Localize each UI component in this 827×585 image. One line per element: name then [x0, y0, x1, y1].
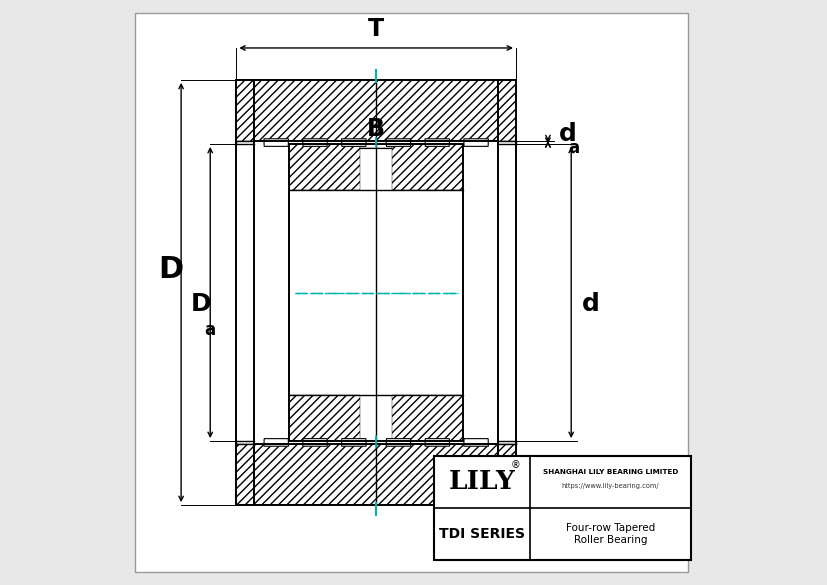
Bar: [289, 395, 360, 441]
Polygon shape: [385, 439, 410, 446]
Text: D: D: [158, 254, 183, 284]
Text: B: B: [366, 118, 385, 142]
Polygon shape: [264, 139, 288, 146]
Text: d: d: [557, 122, 576, 146]
Bar: [237, 80, 254, 141]
Text: Four-row Tapered
Roller Bearing: Four-row Tapered Roller Bearing: [565, 524, 654, 545]
Polygon shape: [303, 139, 327, 146]
Bar: [289, 144, 360, 190]
Polygon shape: [424, 139, 449, 146]
Bar: [254, 141, 498, 144]
Text: TDI SERIES: TDI SERIES: [439, 527, 525, 541]
Bar: [391, 144, 463, 190]
Text: LILY: LILY: [448, 469, 515, 494]
Polygon shape: [424, 439, 449, 446]
Text: a: a: [203, 321, 215, 339]
Polygon shape: [303, 439, 327, 446]
Text: d: d: [581, 292, 599, 316]
Bar: [254, 441, 498, 444]
Bar: [254, 80, 498, 141]
Text: T: T: [368, 17, 384, 41]
Bar: [498, 80, 515, 141]
Text: D: D: [190, 292, 211, 316]
Text: ®: ®: [509, 460, 519, 470]
Text: SHANGHAI LILY BEARING LIMITED: SHANGHAI LILY BEARING LIMITED: [543, 469, 677, 476]
Text: a: a: [567, 139, 579, 157]
Bar: [498, 444, 515, 505]
Bar: [254, 444, 498, 505]
Bar: [391, 395, 463, 441]
Polygon shape: [463, 139, 488, 146]
Text: https://www.lily-bearing.com/: https://www.lily-bearing.com/: [561, 483, 658, 490]
Bar: [237, 80, 515, 505]
Polygon shape: [341, 139, 366, 146]
Bar: [237, 444, 254, 505]
Polygon shape: [341, 439, 366, 446]
Polygon shape: [264, 439, 288, 446]
Bar: [434, 456, 690, 560]
Polygon shape: [463, 439, 488, 446]
Polygon shape: [385, 139, 410, 146]
